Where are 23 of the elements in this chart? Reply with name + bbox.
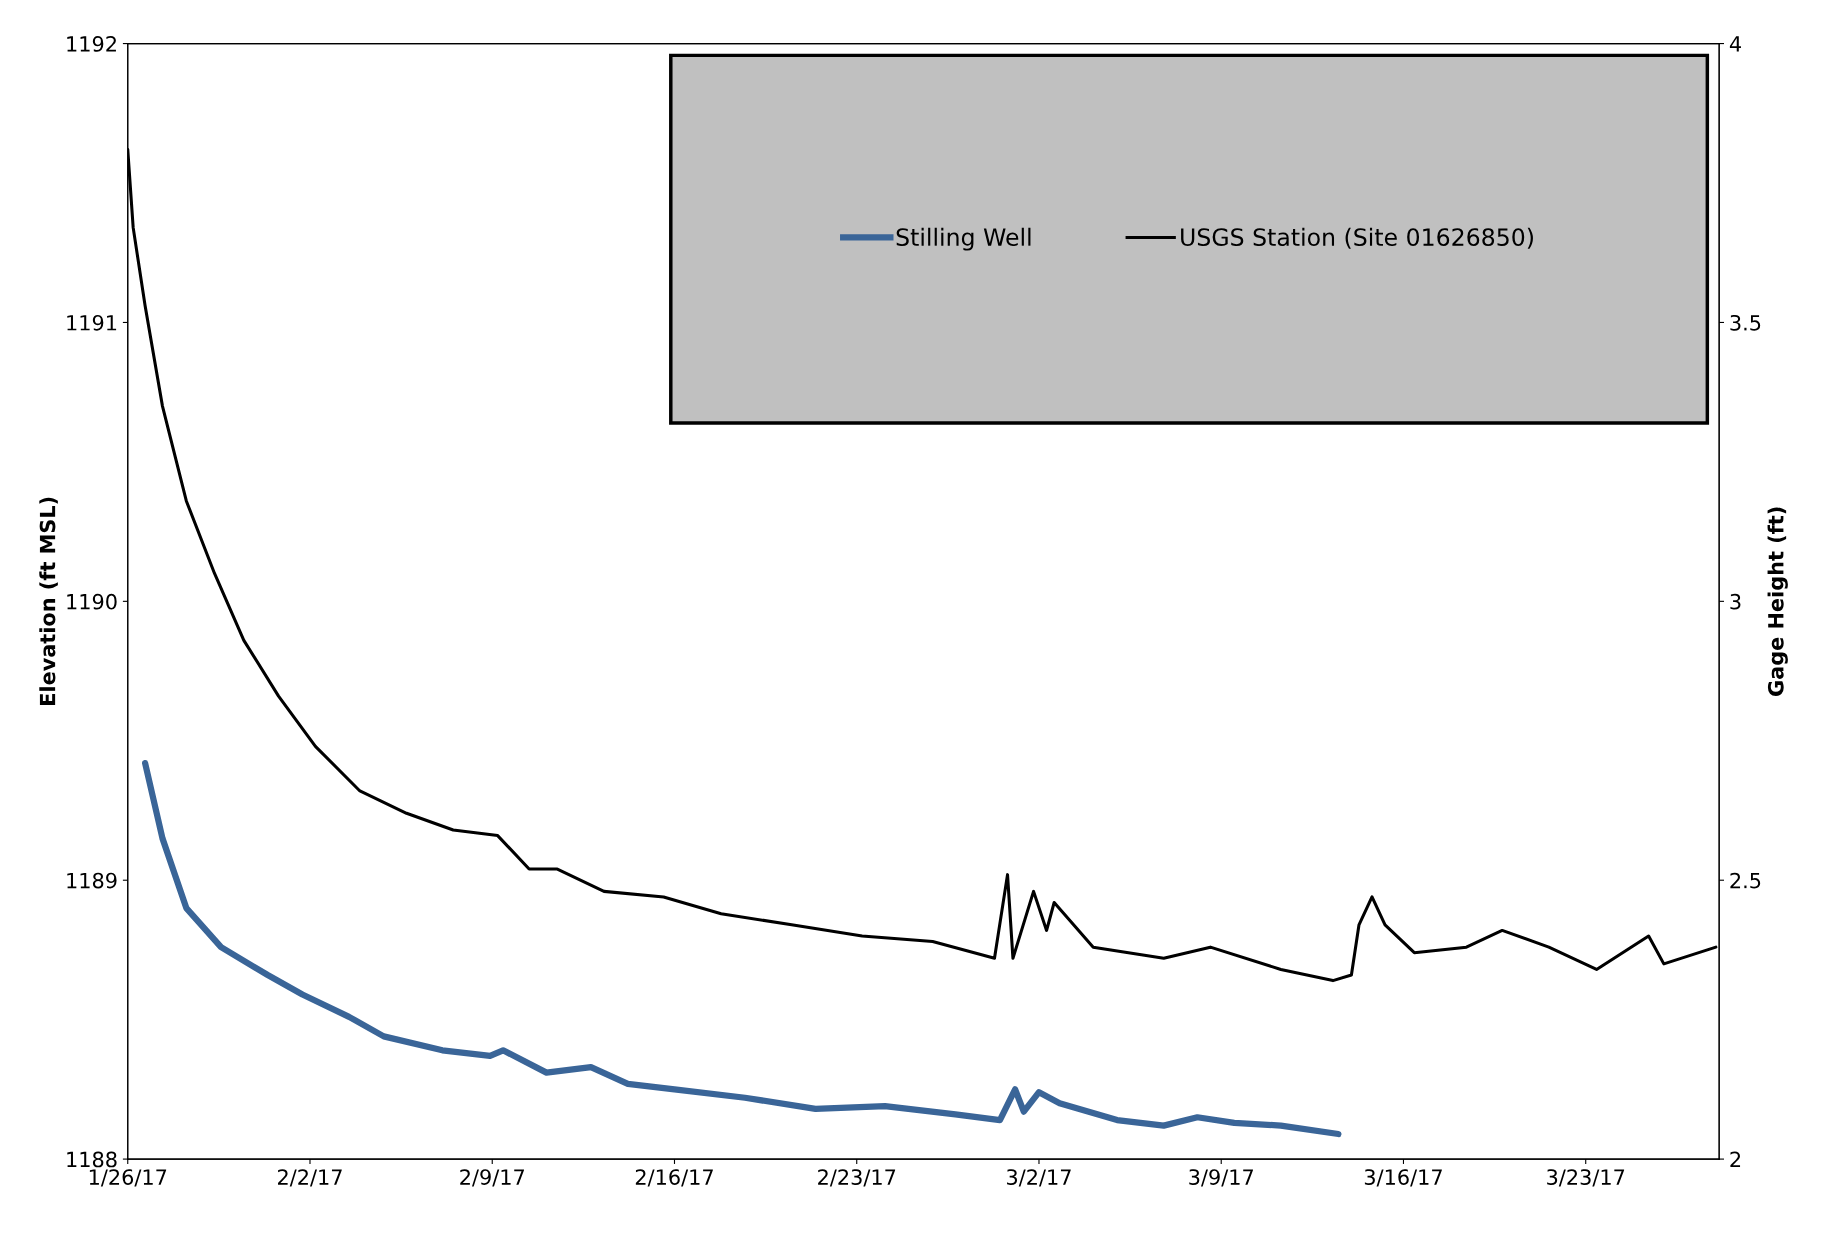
y2-tick-label: 3.5 bbox=[1730, 314, 1761, 331]
x-tick-label: 3/2/17 bbox=[1007, 1169, 1071, 1187]
legend-label: Stilling Well bbox=[896, 227, 1031, 251]
y-axis-title: Elevation (ft MSL) bbox=[39, 497, 58, 705]
y2-tick-label: 3 bbox=[1730, 593, 1741, 610]
x-tick-label: 2/9/17 bbox=[460, 1169, 524, 1187]
y-tick-label: 1190 bbox=[67, 593, 117, 610]
y-tick-label: 1191 bbox=[67, 314, 117, 331]
legend-label: USGS Station (Site 01626850) bbox=[1181, 227, 1533, 249]
x-tick-label: 2/23/17 bbox=[818, 1169, 896, 1187]
y-tick-label: 1189 bbox=[67, 872, 117, 889]
x-tick-label: 3/16/17 bbox=[1364, 1169, 1442, 1187]
y-tick-label: 1188 bbox=[67, 1151, 117, 1168]
x-tick-label: 2/16/17 bbox=[635, 1169, 713, 1187]
x-tick-label: 3/9/17 bbox=[1189, 1169, 1253, 1187]
y2-tick-label: 2 bbox=[1730, 1151, 1741, 1168]
x-tick-label: 2/2/17 bbox=[277, 1169, 342, 1187]
y-tick-label: 1192 bbox=[67, 36, 116, 52]
y2-tick-label: 2.5 bbox=[1730, 872, 1761, 889]
y2-axis-title: Gage Height (ft) bbox=[1767, 507, 1788, 696]
y2-tick-label: 4 bbox=[1729, 36, 1741, 52]
x-tick-label: 3/23/17 bbox=[1547, 1169, 1625, 1187]
x-tick-label: 1/26/17 bbox=[89, 1169, 167, 1187]
